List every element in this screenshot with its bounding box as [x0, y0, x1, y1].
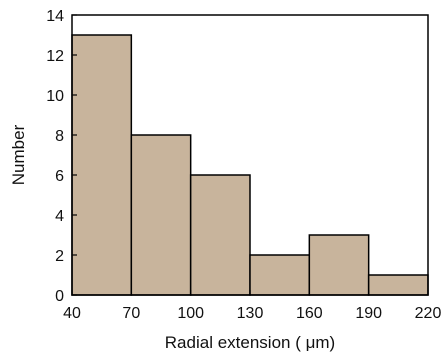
histogram-bar [189, 174, 251, 296]
histogram-bar [367, 274, 429, 296]
y-axis-title: Number [9, 124, 28, 185]
x-tick-label: 40 [63, 305, 81, 322]
histogram-bar [308, 234, 370, 296]
x-tick-label: 70 [122, 305, 140, 322]
y-tick-label: 12 [46, 48, 64, 65]
y-tick-label: 8 [55, 128, 64, 145]
y-tick-label: 2 [55, 248, 64, 265]
x-axis-ticks: 40 70 100 130 160 190 220 [63, 290, 441, 322]
y-tick-label: 0 [55, 288, 64, 305]
x-tick-label: 220 [415, 305, 442, 322]
histogram-bar [71, 34, 133, 296]
x-tick-label: 100 [177, 305, 204, 322]
y-tick-label: 14 [46, 8, 64, 25]
x-tick-label: 130 [237, 305, 264, 322]
y-tick-label: 10 [46, 88, 64, 105]
y-tick-label: 4 [55, 208, 64, 225]
x-axis-title: Radial extension ( μm) [165, 333, 335, 352]
bars [71, 34, 429, 296]
x-tick-label: 190 [355, 305, 382, 322]
y-axis-ticks: 0 2 4 6 8 10 12 14 [46, 8, 77, 305]
x-tick-label: 160 [296, 305, 323, 322]
histogram-bar [130, 134, 192, 296]
histogram-bar [249, 254, 311, 296]
y-tick-label: 6 [55, 168, 64, 185]
